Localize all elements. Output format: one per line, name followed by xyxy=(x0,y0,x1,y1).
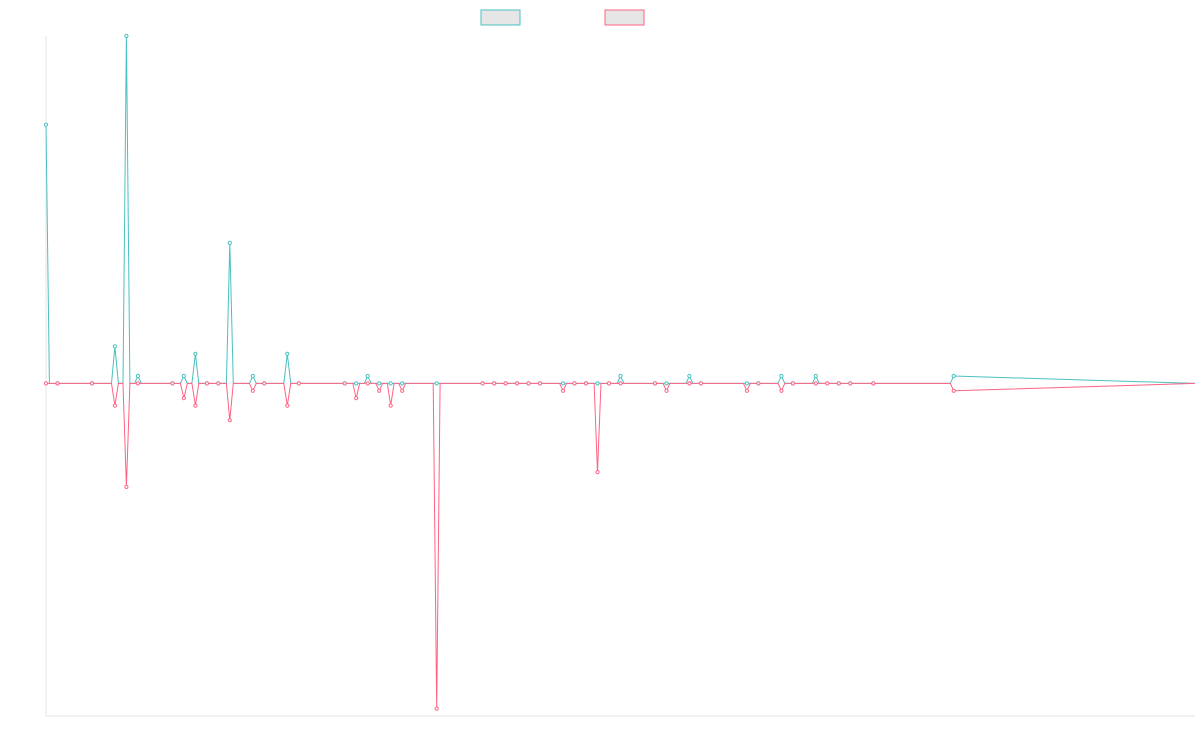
series-2-point[interactable] xyxy=(377,388,382,393)
series-1-point[interactable] xyxy=(813,373,818,379)
legend xyxy=(480,9,645,26)
series-layer xyxy=(45,35,1196,709)
series-2-point[interactable] xyxy=(606,381,612,386)
series-1-point[interactable] xyxy=(354,381,359,386)
series-line-2 xyxy=(46,382,1196,709)
series-1-point[interactable] xyxy=(388,381,393,386)
series-2-point[interactable] xyxy=(55,381,60,386)
series-1-point[interactable] xyxy=(434,381,439,386)
series-2-point[interactable] xyxy=(181,396,186,401)
series-2-point[interactable] xyxy=(204,381,209,386)
series-1-point[interactable] xyxy=(250,373,255,379)
series-line-1 xyxy=(45,35,1196,384)
series-2-point[interactable] xyxy=(618,381,623,386)
series-2-point[interactable] xyxy=(779,388,784,393)
series-2-point[interactable] xyxy=(400,388,405,393)
series-2-point[interactable] xyxy=(825,381,830,386)
series-1-point[interactable] xyxy=(285,351,290,356)
series-1-point[interactable] xyxy=(618,373,623,379)
series-1-point[interactable] xyxy=(112,344,118,349)
series-1-point[interactable] xyxy=(687,373,692,379)
series-1-point[interactable] xyxy=(193,351,198,356)
series-2-point[interactable] xyxy=(836,381,841,386)
series-1-point[interactable] xyxy=(135,373,140,379)
series-1-point[interactable] xyxy=(43,122,49,127)
series-2-point[interactable] xyxy=(515,381,520,386)
series-2-point[interactable] xyxy=(790,381,796,386)
series-2-point[interactable] xyxy=(583,381,589,386)
series-2-point[interactable] xyxy=(170,381,175,386)
series-2-point[interactable] xyxy=(526,381,531,386)
series-2-point[interactable] xyxy=(951,388,956,393)
series-1-point[interactable] xyxy=(664,381,669,386)
series-1-point[interactable] xyxy=(227,240,232,246)
series-2-point[interactable] xyxy=(698,381,704,386)
series-2-point[interactable] xyxy=(756,381,761,386)
series-2-point[interactable] xyxy=(43,381,49,386)
series-2-point[interactable] xyxy=(848,381,853,386)
series-1-point[interactable] xyxy=(951,373,956,379)
series-2-point[interactable] xyxy=(89,381,95,386)
series-2-point[interactable] xyxy=(492,381,497,386)
series-2-point[interactable] xyxy=(871,381,876,386)
points-layer xyxy=(43,33,956,711)
series-1-point[interactable] xyxy=(595,381,600,386)
series-1-point[interactable] xyxy=(377,381,382,386)
series-2-point[interactable] xyxy=(135,381,140,386)
series-2-point[interactable] xyxy=(354,396,359,401)
series-2-point[interactable] xyxy=(262,381,267,386)
series-2-point[interactable] xyxy=(227,418,232,423)
series-2-point[interactable] xyxy=(216,381,221,386)
series-1-point[interactable] xyxy=(400,381,405,386)
series-1-point[interactable] xyxy=(181,373,186,379)
series-2-point[interactable] xyxy=(480,381,485,386)
series-1-point[interactable] xyxy=(744,381,750,386)
series-2-point[interactable] xyxy=(561,388,566,393)
series-2-point[interactable] xyxy=(296,381,301,386)
series-2-point[interactable] xyxy=(124,484,129,489)
series-2-point[interactable] xyxy=(434,706,439,711)
series-2-point[interactable] xyxy=(538,381,543,386)
series-1-point[interactable] xyxy=(561,381,566,386)
series-1-point[interactable] xyxy=(365,373,370,379)
series-2-point[interactable] xyxy=(664,388,669,393)
series-2-point[interactable] xyxy=(112,403,118,408)
series-2-point[interactable] xyxy=(342,381,347,386)
series-2-point[interactable] xyxy=(388,403,393,408)
series-2-point[interactable] xyxy=(687,381,692,386)
legend-swatch-series-2[interactable] xyxy=(604,9,645,26)
legend-swatch-series-1[interactable] xyxy=(480,9,521,26)
series-2-point[interactable] xyxy=(365,381,370,386)
series-2-point[interactable] xyxy=(813,381,818,386)
series-2-point[interactable] xyxy=(193,403,198,408)
series-1-point[interactable] xyxy=(124,33,129,39)
series-2-point[interactable] xyxy=(572,381,577,386)
series-2-point[interactable] xyxy=(744,388,750,393)
series-1-point[interactable] xyxy=(779,373,784,379)
series-2-point[interactable] xyxy=(652,381,658,386)
series-2-point[interactable] xyxy=(285,403,290,408)
series-2-point[interactable] xyxy=(250,388,255,393)
series-2-point[interactable] xyxy=(503,381,508,386)
series-2-point[interactable] xyxy=(595,470,600,475)
